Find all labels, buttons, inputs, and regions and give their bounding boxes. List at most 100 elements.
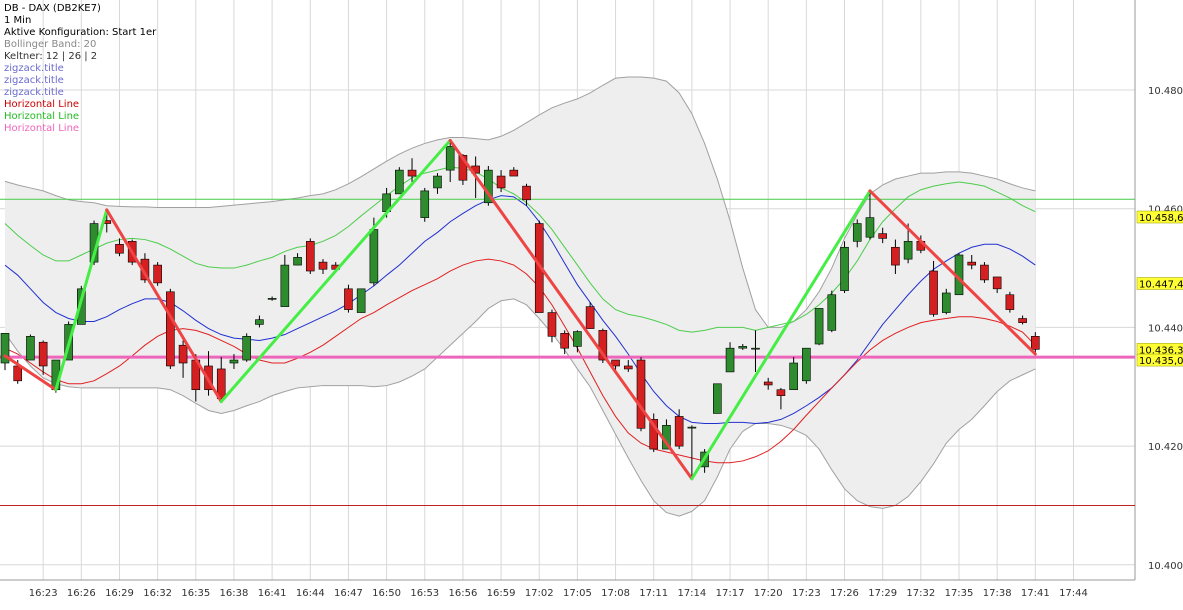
candle-body bbox=[407, 169, 417, 177]
zigzag-segment bbox=[54, 208, 109, 392]
zigzag-segment bbox=[690, 189, 872, 481]
y-tick-label: 10.480 bbox=[1148, 86, 1183, 97]
candle-body bbox=[827, 294, 837, 331]
candle-body bbox=[865, 217, 875, 238]
y-tick-label: 10.440 bbox=[1148, 323, 1183, 334]
candle-body bbox=[751, 347, 760, 350]
x-tick-label: 16:29 bbox=[105, 588, 134, 599]
candle-body bbox=[178, 344, 188, 364]
candle-body bbox=[891, 246, 900, 266]
x-tick-label: 16:41 bbox=[258, 588, 287, 599]
price-tag-box bbox=[1136, 277, 1183, 290]
price-tag-label: 10.447,4 bbox=[1139, 279, 1183, 290]
zigzag-segment bbox=[3, 354, 58, 392]
legend-keltner[interactable]: Keltner: 12 | 26 | 2 bbox=[4, 51, 98, 62]
candle-body bbox=[13, 365, 23, 382]
x-tick-label: 17:02 bbox=[525, 588, 554, 599]
candle-body bbox=[496, 175, 506, 189]
candle-body bbox=[458, 154, 468, 181]
y-tick-label: 10.420 bbox=[1148, 442, 1183, 453]
candle-body bbox=[992, 276, 1002, 290]
bollinger-lower-line bbox=[4, 298, 1036, 517]
candle-body bbox=[280, 264, 290, 307]
x-tick-label: 16:38 bbox=[220, 588, 249, 599]
x-tick-label: 16:23 bbox=[29, 588, 58, 599]
candle-body bbox=[318, 261, 328, 270]
candle-body bbox=[878, 233, 887, 239]
candle-body bbox=[1031, 336, 1040, 350]
candle-body bbox=[38, 341, 48, 367]
legend-hline-pink[interactable]: Horizontal Line bbox=[4, 123, 80, 134]
price-tag-label: 10.436,3 bbox=[1139, 345, 1183, 356]
x-tick-label: 17:41 bbox=[1021, 588, 1050, 599]
candle-body bbox=[713, 383, 722, 414]
candle-body bbox=[356, 288, 366, 313]
candle-body bbox=[166, 291, 175, 367]
legend-zigzag-1[interactable]: zigzack.title bbox=[4, 63, 64, 74]
x-tick-label: 17:23 bbox=[792, 588, 821, 599]
x-tick-label: 17:35 bbox=[945, 588, 974, 599]
x-tick-label: 17:32 bbox=[906, 588, 935, 599]
x-tick-label: 17:38 bbox=[983, 588, 1012, 599]
candle-body bbox=[344, 288, 353, 310]
candle-body bbox=[738, 346, 748, 349]
x-tick-label: 16:53 bbox=[410, 588, 439, 599]
x-tick-label: 16:56 bbox=[449, 588, 478, 599]
candle-body bbox=[852, 223, 862, 242]
candle-body bbox=[598, 330, 608, 361]
x-tick-label: 16:35 bbox=[181, 588, 210, 599]
x-tick-label: 16:59 bbox=[487, 588, 516, 599]
candle-body bbox=[573, 331, 582, 347]
candle-body bbox=[153, 264, 162, 284]
candle-body bbox=[522, 185, 531, 201]
zigzag-segment bbox=[868, 189, 1037, 356]
candle-body bbox=[903, 241, 913, 260]
candle-body bbox=[216, 368, 226, 399]
candle-body bbox=[433, 175, 442, 189]
candle-body bbox=[305, 241, 315, 272]
legend-hline-red[interactable]: Horizontal Line bbox=[4, 99, 80, 110]
candle-body bbox=[929, 270, 938, 315]
keltner-mid-line bbox=[4, 195, 1036, 425]
candle-body bbox=[229, 359, 239, 364]
legend-instrument: DB - DAX (DB2KE7) bbox=[4, 3, 101, 14]
candle-body bbox=[369, 229, 379, 284]
candle-body bbox=[636, 359, 646, 429]
chart-legend: DB - DAX (DB2KE7) 1 Min Aktive Konfigura… bbox=[4, 3, 156, 135]
x-tick-label: 17:14 bbox=[677, 588, 706, 599]
price-tag-box bbox=[1136, 210, 1183, 224]
candle-body bbox=[687, 426, 697, 429]
candle-body bbox=[611, 359, 620, 367]
legend-zigzag-3[interactable]: zigzack.title bbox=[4, 87, 64, 98]
legend-hline-green[interactable]: Horizontal Line bbox=[4, 111, 80, 122]
x-tick-label: 17:29 bbox=[868, 588, 897, 599]
zigzag-segment bbox=[105, 208, 223, 404]
keltner-upper-line bbox=[4, 166, 1036, 333]
candle-body bbox=[814, 308, 824, 345]
x-tick-label: 17:11 bbox=[639, 588, 668, 599]
candle-body bbox=[509, 169, 519, 177]
legend-bollinger[interactable]: Bollinger Band: 20 bbox=[4, 39, 97, 50]
candle-body bbox=[776, 389, 786, 396]
y-tick-label: 10.460 bbox=[1148, 205, 1183, 216]
candle-body bbox=[267, 298, 277, 300]
candle-body bbox=[802, 347, 811, 382]
candle-body bbox=[420, 190, 430, 218]
x-tick-label: 16:32 bbox=[143, 588, 172, 599]
candle-body bbox=[980, 264, 989, 281]
candle-body bbox=[547, 312, 557, 337]
candle-body bbox=[534, 223, 544, 313]
x-tick-label: 17:44 bbox=[1059, 588, 1088, 599]
candle-body bbox=[0, 333, 10, 364]
legend-zigzag-2[interactable]: zigzack.title bbox=[4, 75, 64, 86]
x-tick-label: 16:47 bbox=[334, 588, 363, 599]
candle-body bbox=[585, 306, 595, 329]
candle-body bbox=[1005, 294, 1015, 310]
x-tick-label: 17:26 bbox=[830, 588, 859, 599]
y-tick-label: 10.400 bbox=[1148, 561, 1183, 572]
candle-body bbox=[789, 362, 798, 391]
candle-body bbox=[674, 416, 684, 447]
candle-body bbox=[763, 381, 773, 386]
